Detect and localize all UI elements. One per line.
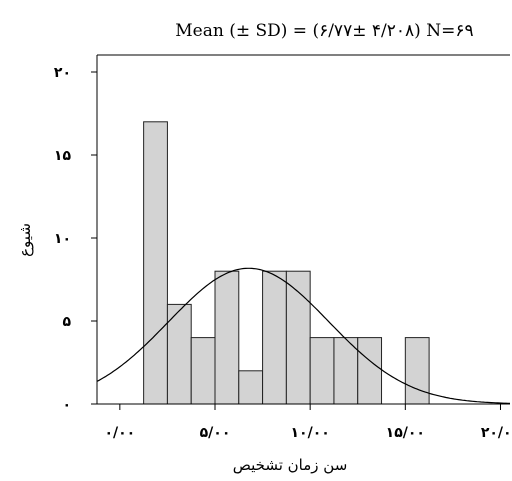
histogram-bar [285,270,311,405]
histogram-bar [262,270,287,405]
normal-curve-group [96,267,510,404]
x-tick-label: ۱۰/۰۰ [291,425,330,441]
y-tick-label: ۲۰ [54,65,71,81]
x-tick-label: ۲۰/۰۰ [481,425,512,441]
x-tick-label: ۱۵/۰۰ [386,425,425,441]
y-tick-label: ۱۰ [54,231,71,247]
y-tick-label: ۱۵ [54,148,72,164]
chart-title: Mean (± SD) = (۶/۷۷± ۴/۲۰۸) [175,21,420,41]
sample-size-label: N=۶۹ [426,21,473,41]
y-axis: ۰ ۵ ۱۰ ۱۵ ۲۰ [54,55,98,413]
histogram-bar [143,121,168,405]
histogram-bar [309,337,335,405]
histogram-bar [404,337,430,405]
x-tick-label: ۰/۰۰ [104,425,135,441]
histogram-bar [214,270,240,405]
y-axis-label: شیوع [16,223,34,257]
x-axis: ۰/۰۰ ۵/۰۰ ۱۰/۰۰ ۱۵/۰۰ ۲۰/۰۰ [97,403,512,441]
histogram-bars [143,121,430,405]
y-tick-label: ۵ [62,314,71,330]
histogram-bar [190,337,216,405]
normal-curve [96,267,510,404]
x-tick-label: ۵/۰۰ [200,425,231,441]
histogram-bar [357,337,383,405]
chart-title-group: Mean (± SD) = (۶/۷۷± ۴/۲۰۸) N=۶۹ [175,21,473,41]
y-tick-label: ۰ [62,397,71,413]
x-axis-label: سن زمان تشخیص [233,456,348,474]
histogram-bar [238,370,264,405]
